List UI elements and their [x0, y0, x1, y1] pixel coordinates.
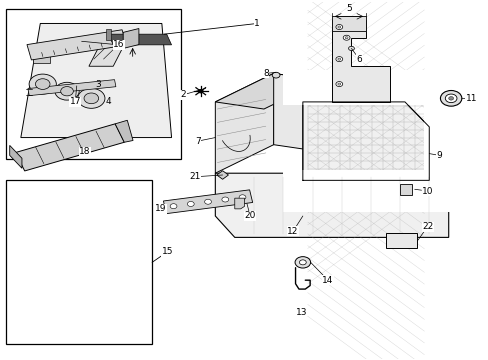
Circle shape [343, 35, 349, 40]
Polygon shape [399, 184, 411, 195]
Bar [424, 102, 488, 180]
Polygon shape [331, 20, 389, 102]
Circle shape [440, 90, 461, 106]
Circle shape [337, 83, 340, 85]
Text: 5: 5 [346, 4, 351, 13]
Circle shape [348, 46, 354, 50]
Text: 2: 2 [180, 88, 205, 99]
Circle shape [61, 86, 73, 96]
Circle shape [335, 57, 342, 62]
Polygon shape [331, 16, 366, 31]
Circle shape [187, 202, 194, 206]
Circle shape [29, 74, 56, 94]
Polygon shape [302, 102, 428, 180]
Bar [6, 180, 152, 345]
Text: 9: 9 [428, 151, 442, 160]
Polygon shape [16, 124, 124, 171]
Text: 21: 21 [189, 172, 222, 181]
Circle shape [204, 199, 211, 204]
Text: 3: 3 [96, 80, 102, 89]
Circle shape [239, 195, 245, 200]
Circle shape [337, 58, 340, 60]
Circle shape [445, 94, 456, 103]
Polygon shape [234, 198, 244, 209]
Text: 20: 20 [244, 203, 255, 220]
Text: 10: 10 [414, 186, 432, 195]
Polygon shape [123, 28, 139, 48]
Circle shape [198, 89, 203, 93]
Circle shape [272, 72, 280, 78]
Polygon shape [115, 120, 133, 142]
Text: 11: 11 [461, 94, 476, 103]
Polygon shape [21, 23, 171, 138]
Text: 7: 7 [195, 137, 215, 146]
Text: 8: 8 [263, 69, 276, 78]
Text: 17: 17 [69, 86, 81, 107]
Bar [283, 70, 477, 105]
Text: 4: 4 [105, 98, 111, 107]
Bar [6, 9, 181, 159]
Circle shape [294, 257, 310, 268]
Circle shape [84, 93, 99, 104]
Text: 16: 16 [81, 40, 124, 49]
Polygon shape [89, 38, 127, 66]
Text: 1: 1 [164, 19, 260, 34]
Circle shape [299, 260, 305, 265]
Circle shape [78, 88, 105, 108]
Polygon shape [10, 145, 22, 168]
Circle shape [55, 82, 79, 100]
Text: 13: 13 [296, 308, 307, 317]
Polygon shape [215, 73, 273, 173]
Circle shape [35, 79, 50, 89]
Text: 12: 12 [287, 216, 302, 236]
Circle shape [222, 197, 228, 202]
Text: 22: 22 [417, 222, 432, 240]
Text: 19: 19 [155, 204, 166, 213]
Polygon shape [108, 34, 171, 45]
Circle shape [170, 204, 177, 209]
Text: 14: 14 [310, 262, 333, 285]
Polygon shape [27, 30, 126, 60]
Circle shape [448, 96, 453, 100]
Text: 15: 15 [152, 247, 173, 262]
Polygon shape [216, 171, 228, 179]
Text: 18: 18 [79, 147, 90, 156]
Circle shape [335, 24, 342, 30]
Polygon shape [215, 173, 448, 237]
Text: 6: 6 [351, 49, 361, 64]
Bar [283, 170, 477, 212]
Polygon shape [33, 45, 50, 63]
Polygon shape [28, 80, 116, 96]
Polygon shape [163, 190, 252, 213]
Circle shape [337, 26, 340, 28]
Polygon shape [215, 73, 322, 109]
Bar [385, 233, 416, 248]
Circle shape [335, 82, 342, 86]
Polygon shape [106, 29, 111, 40]
Circle shape [345, 37, 347, 39]
Polygon shape [273, 73, 322, 152]
